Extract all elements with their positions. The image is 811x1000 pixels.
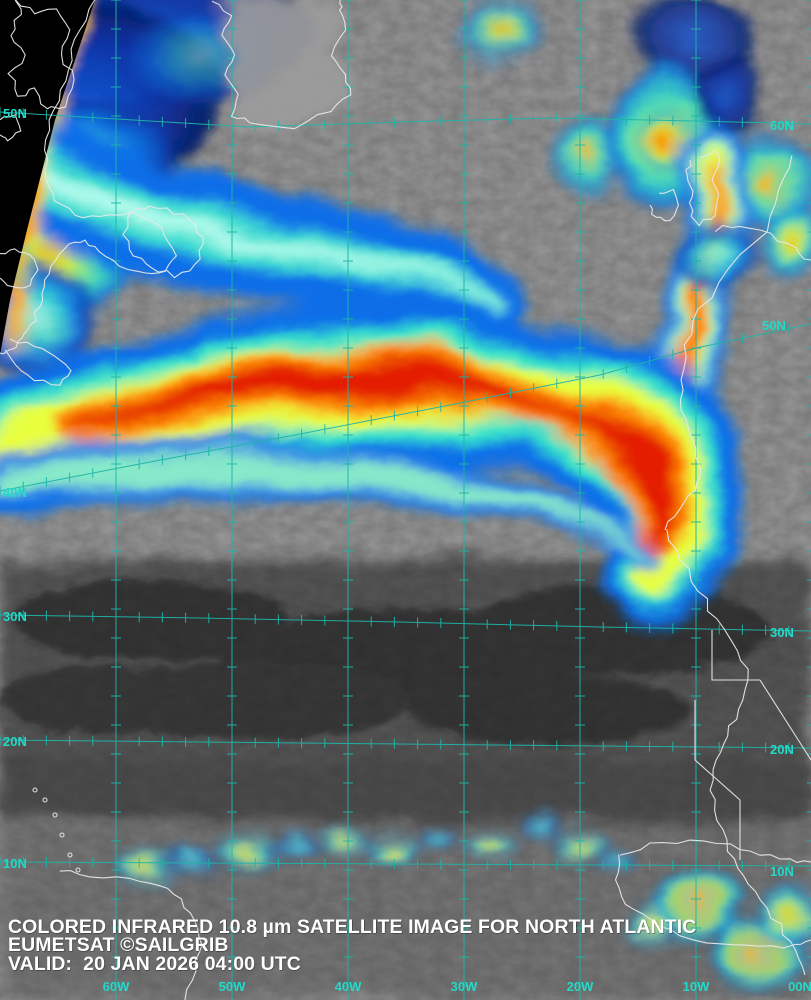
svg-text:10W: 10W [683,979,710,994]
svg-text:50N: 50N [3,106,27,121]
svg-text:50N: 50N [762,318,786,333]
svg-text:20N: 20N [770,742,794,757]
svg-text:60W: 60W [103,979,130,994]
svg-text:40N: 40N [3,485,27,500]
svg-text:10N: 10N [770,864,794,879]
svg-text:60N: 60N [770,118,794,133]
svg-text:00N: 00N [788,979,811,994]
svg-text:40W: 40W [335,979,362,994]
svg-text:30N: 30N [3,609,27,624]
svg-text:20W: 20W [567,979,594,994]
svg-text:10N: 10N [3,856,27,871]
svg-text:20N: 20N [3,734,27,749]
svg-text:30W: 30W [451,979,478,994]
svg-text:50W: 50W [219,979,246,994]
svg-text:30N: 30N [770,625,794,640]
